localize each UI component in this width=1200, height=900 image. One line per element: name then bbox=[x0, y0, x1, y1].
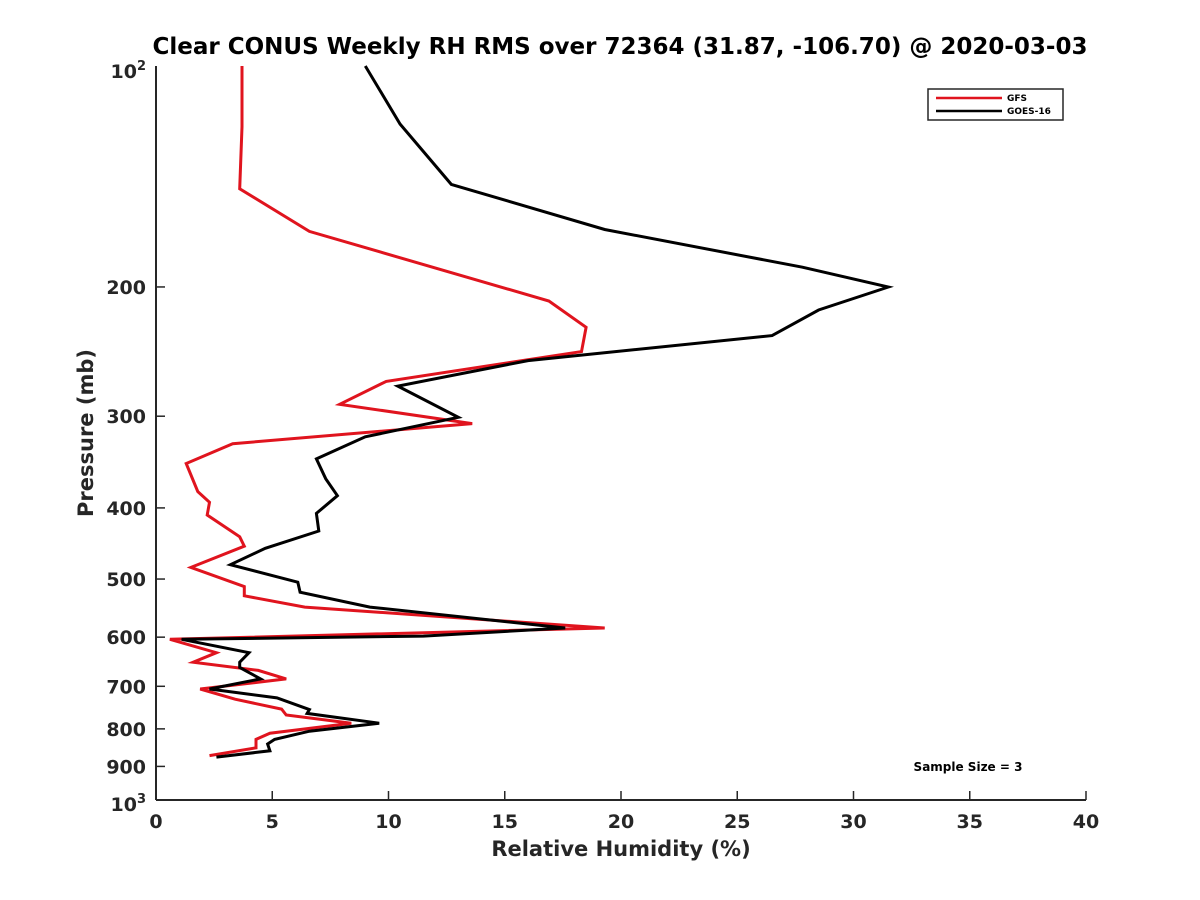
y-tick-label: 300 bbox=[106, 406, 146, 428]
y-tick-label: 400 bbox=[106, 498, 146, 520]
x-tick-label: 35 bbox=[957, 811, 983, 833]
y-tick-top: 102 bbox=[111, 59, 147, 83]
x-tick-label: 40 bbox=[1073, 811, 1099, 833]
y-tick-label: 700 bbox=[106, 676, 146, 698]
y-tick-label: 600 bbox=[106, 627, 146, 649]
y-tick-label: 800 bbox=[106, 719, 146, 741]
y-tick-label-top: 102 bbox=[111, 59, 147, 83]
series-layer bbox=[169, 65, 894, 759]
y-tick-label: 500 bbox=[106, 569, 146, 591]
y-tick-label-bottom: 103 bbox=[111, 792, 147, 816]
series-line-goes-16 bbox=[181, 65, 894, 759]
y-tick-top-exp: 2 bbox=[137, 59, 146, 74]
x-tick-label: 20 bbox=[608, 811, 634, 833]
legend-label-goes-16: GOES-16 bbox=[1007, 107, 1051, 117]
y-tick-label: 900 bbox=[106, 756, 146, 778]
x-tick-label: 5 bbox=[266, 811, 279, 833]
y-axis-title: Pressure (mb) bbox=[74, 349, 98, 517]
series-line-gfs bbox=[169, 66, 605, 758]
y-tick-top-base: 10 bbox=[111, 61, 137, 83]
y-tick-bottom-exp: 3 bbox=[137, 792, 146, 807]
plot-area: 0 5 10 15 20 25 30 35 40 200 300 400 500 600 700 800 90… bbox=[106, 59, 1099, 833]
x-ticks: 0 5 10 15 20 25 30 35 40 bbox=[149, 791, 1099, 833]
x-axis-title: Relative Humidity (%) bbox=[491, 837, 750, 861]
x-tick-label: 10 bbox=[375, 811, 401, 833]
x-tick-label: 25 bbox=[724, 811, 750, 833]
x-tick-label: 30 bbox=[840, 811, 866, 833]
legend-box bbox=[927, 88, 1064, 121]
y-ticks: 200 300 400 500 600 700 800 900 bbox=[106, 277, 165, 778]
sample-size-annotation: Sample Size = 3 bbox=[914, 760, 1023, 774]
y-tick-label: 200 bbox=[106, 277, 146, 299]
x-tick-label: 0 bbox=[149, 811, 162, 833]
legend: GFS GOES-16 bbox=[927, 88, 1064, 121]
chart-title: Clear CONUS Weekly RH RMS over 72364 (31… bbox=[153, 34, 1088, 60]
x-tick-label: 15 bbox=[492, 811, 518, 833]
y-tick-bottom-base: 10 bbox=[111, 794, 137, 816]
y-tick-bottom: 103 bbox=[111, 792, 147, 816]
legend-label-gfs: GFS bbox=[1007, 94, 1027, 104]
